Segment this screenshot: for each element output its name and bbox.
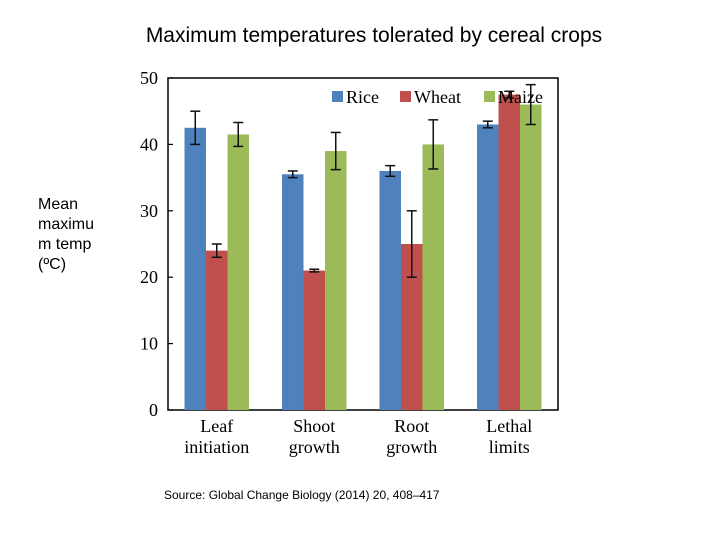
bar-maize [227, 134, 249, 410]
legend-label: Rice [346, 87, 379, 107]
plot-frame [167, 77, 559, 411]
y-tick-label: 50 [140, 68, 158, 88]
legend-swatch-maize [484, 91, 495, 102]
bar-wheat [401, 244, 423, 410]
source-citation: Source: Global Change Biology (2014) 20,… [164, 488, 440, 502]
bar-rice [282, 174, 304, 410]
bar-maize [422, 144, 444, 410]
page-title: Maximum temperatures tolerated by cereal… [145, 24, 603, 47]
legend-swatch-wheat [400, 91, 411, 102]
legend-label: Wheat [414, 87, 461, 107]
y-tick-label: 0 [149, 400, 158, 420]
bar-rice [477, 124, 499, 410]
x-tick-label: growth [289, 437, 340, 457]
bar-wheat [498, 94, 520, 410]
x-tick-label: Lethal [486, 416, 532, 436]
x-tick-label: Leaf [200, 416, 233, 436]
x-tick-label: growth [386, 437, 437, 457]
y-axis-label-line: Mean [38, 196, 79, 213]
bar-rice [184, 127, 206, 411]
y-tick-label: 10 [140, 334, 158, 354]
y-axis-label-line: (ºC) [38, 256, 67, 273]
y-axis-label-line: m temp [38, 236, 92, 253]
y-tick-label: 40 [140, 134, 158, 154]
y-tick-label: 30 [140, 201, 158, 221]
x-tick-label: limits [489, 437, 530, 457]
y-axis-label-line: maximu [38, 216, 95, 233]
bar-wheat [303, 270, 325, 410]
bar-rice [379, 170, 401, 410]
x-tick-label: Shoot [293, 416, 335, 436]
bar-maize [520, 104, 542, 410]
legend-label: Maize [498, 87, 543, 107]
bar-maize [325, 151, 347, 411]
legend-swatch-rice [332, 91, 343, 102]
y-tick-label: 20 [140, 267, 158, 287]
x-tick-label: initiation [184, 437, 249, 457]
y-axis-label: Mean maximu m temp (ºC) [38, 195, 108, 275]
x-tick-label: Root [394, 416, 429, 436]
bar-wheat [206, 250, 228, 410]
